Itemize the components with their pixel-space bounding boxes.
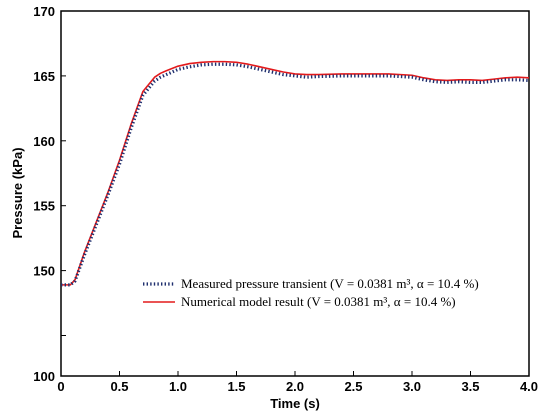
x-tick-label: 4.0 bbox=[520, 379, 538, 394]
x-tick-label: 3.5 bbox=[461, 379, 479, 394]
x-axis-title: Time (s) bbox=[270, 396, 320, 411]
x-tick-label: 1.5 bbox=[227, 379, 245, 394]
legend-label-measured: Measured pressure transient (V = 0.0381 … bbox=[181, 276, 479, 291]
y-tick-label: 160 bbox=[33, 134, 55, 149]
series-layer bbox=[61, 60, 530, 287]
legend-label-model: Numerical model result (V = 0.0381 m³, α… bbox=[181, 294, 456, 309]
legend: Measured pressure transient (V = 0.0381 … bbox=[143, 276, 479, 309]
x-tick-label: 2.0 bbox=[286, 379, 304, 394]
series-line-model bbox=[61, 60, 530, 286]
y-tick-label: 155 bbox=[33, 199, 55, 214]
y-tick-label: 100 bbox=[33, 369, 55, 384]
x-axis-ticks: 0 0.5 1.0 1.5 2.0 2.5 3.0 3.5 4.0 bbox=[57, 371, 538, 394]
y-axis-ticks: 100 150 155 160 165 170 bbox=[33, 4, 66, 384]
y-tick-label: 165 bbox=[33, 69, 55, 84]
x-tick-label: 0 bbox=[57, 379, 64, 394]
y-axis-title: Pressure (kPa) bbox=[10, 147, 25, 238]
x-tick-label: 0.5 bbox=[110, 379, 128, 394]
plot-frame bbox=[60, 10, 530, 377]
y-tick-label: 170 bbox=[33, 4, 55, 19]
x-tick-label: 1.0 bbox=[169, 379, 187, 394]
x-tick-label: 2.5 bbox=[344, 379, 362, 394]
x-tick-label: 3.0 bbox=[403, 379, 421, 394]
series-line-measured bbox=[61, 62, 530, 287]
y-tick-label: 150 bbox=[33, 264, 55, 279]
